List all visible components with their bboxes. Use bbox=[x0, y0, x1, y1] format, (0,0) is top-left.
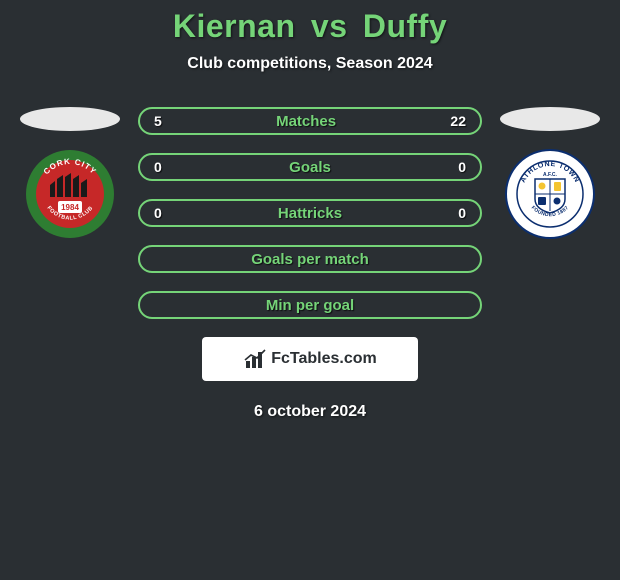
stat-value-left: 5 bbox=[154, 113, 162, 129]
page-title: Kiernan vs Duffy bbox=[0, 8, 620, 45]
stat-row: 0Goals0 bbox=[138, 153, 482, 181]
player2-photo-placeholder bbox=[500, 107, 600, 131]
stat-value-right: 0 bbox=[458, 205, 466, 221]
player1-photo-placeholder bbox=[20, 107, 120, 131]
athlone-town-badge-icon: ATHLONE TOWN FOUNDED 1887 A.F.C. bbox=[505, 149, 595, 239]
svg-text:1984: 1984 bbox=[61, 203, 79, 212]
bar-chart-icon bbox=[243, 347, 267, 371]
stat-label: Hattricks bbox=[162, 205, 458, 222]
stat-label: Goals per match bbox=[154, 251, 466, 268]
stat-value-right: 0 bbox=[458, 159, 466, 175]
footer-logo-row: FcTables.com bbox=[0, 337, 620, 381]
stat-value-left: 0 bbox=[154, 159, 162, 175]
stats-column: 5Matches220Goals00Hattricks0Goals per ma… bbox=[138, 107, 482, 319]
left-side-column: CORK CITY FOOTBALL CLUB 1984 bbox=[20, 107, 120, 239]
fctables-text: FcTables.com bbox=[271, 350, 377, 368]
fctables-logo: FcTables.com bbox=[202, 337, 418, 381]
cork-city-badge-icon: CORK CITY FOOTBALL CLUB 1984 bbox=[25, 149, 115, 239]
player2-name: Duffy bbox=[363, 8, 447, 44]
right-club-badge: ATHLONE TOWN FOUNDED 1887 A.F.C. bbox=[505, 149, 595, 239]
date-label: 6 october 2024 bbox=[0, 403, 620, 421]
subtitle: Club competitions, Season 2024 bbox=[0, 55, 620, 73]
stat-row: Min per goal bbox=[138, 291, 482, 319]
stat-value-right: 22 bbox=[450, 113, 466, 129]
stat-label: Min per goal bbox=[154, 297, 466, 314]
main-row: CORK CITY FOOTBALL CLUB 1984 5Matches22 0… bbox=[0, 107, 620, 319]
stat-label: Goals bbox=[162, 159, 458, 176]
stat-row: Goals per match bbox=[138, 245, 482, 273]
svg-text:A.F.C.: A.F.C. bbox=[543, 172, 558, 178]
player1-name: Kiernan bbox=[173, 8, 296, 44]
stat-label: Matches bbox=[162, 113, 451, 130]
left-club-badge: CORK CITY FOOTBALL CLUB 1984 bbox=[25, 149, 115, 239]
vs-label: vs bbox=[311, 8, 348, 44]
right-side-column: ATHLONE TOWN FOUNDED 1887 A.F.C. bbox=[500, 107, 600, 239]
stat-value-left: 0 bbox=[154, 205, 162, 221]
comparison-card: Kiernan vs Duffy Club competitions, Seas… bbox=[0, 0, 620, 580]
stat-row: 0Hattricks0 bbox=[138, 199, 482, 227]
stat-row: 5Matches22 bbox=[138, 107, 482, 135]
